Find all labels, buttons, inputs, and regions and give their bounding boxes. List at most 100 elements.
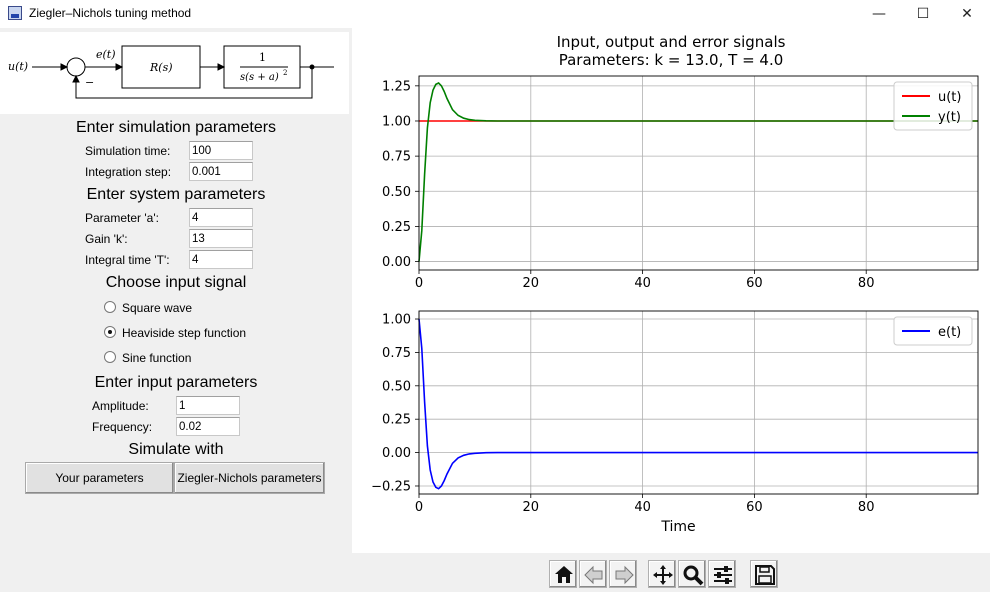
configure-subplots-button[interactable] [708, 560, 736, 588]
plots-canvas[interactable]: 0 20 40 60 80 0.00 0.25 0.50 0.75 1.00 1.25 u(t) y(t… [352, 28, 990, 553]
gain-k-label: Gain 'k': [85, 232, 128, 246]
amplitude-input[interactable] [176, 396, 240, 415]
pan-button[interactable] [648, 560, 676, 588]
amplitude-label: Amplitude: [92, 399, 149, 413]
error-arrowhead [115, 63, 124, 71]
radio-selected-dot [108, 330, 112, 334]
save-icon [755, 565, 775, 585]
x-tick-label: 80 [858, 276, 875, 291]
integral-time-label: Integral time 'T': [85, 253, 170, 267]
legend-box [893, 316, 973, 346]
plot-title-block: Input, output and error signals Paramete… [352, 33, 990, 69]
save-button[interactable] [750, 560, 778, 588]
heaviside-step-label[interactable]: Heaviside step function [122, 326, 247, 340]
home-button[interactable] [549, 560, 577, 588]
input-signal-heading: Choose input signal [105, 274, 247, 291]
integration-step-input[interactable] [189, 162, 253, 181]
back-icon [584, 565, 603, 585]
square-wave-label[interactable]: Square wave [122, 301, 193, 315]
series-line-yt [418, 82, 978, 262]
simulation-heading: Enter simulation parameters [75, 119, 277, 136]
legend-label: e(t) [938, 325, 961, 340]
integration-step-label: Integration step: [85, 165, 172, 179]
window-title: Ziegler–Nichols tuning method [29, 6, 192, 20]
axes-frame [418, 310, 979, 495]
system-heading: Enter system parameters [86, 186, 266, 203]
parameter-a-label: Parameter 'a': [85, 211, 159, 225]
maximize-button[interactable]: ☐ [916, 6, 930, 22]
x-tick-label: 0 [415, 276, 423, 291]
app-icon [8, 6, 22, 20]
x-tick-label: 60 [746, 276, 763, 291]
plant-arrowhead [217, 63, 226, 71]
feedback-sign: − [85, 76, 94, 89]
plant-exponent: 2 [283, 69, 287, 77]
axes-frame [418, 75, 979, 271]
zoom-button[interactable] [678, 560, 706, 588]
y-tick-label: 0.00 [382, 446, 411, 461]
y-tick-label: 0.25 [382, 220, 411, 235]
block-diagram: u(t) e(t) R(s) 1 s(s + a) 2 − [0, 32, 349, 114]
pan-icon [653, 565, 673, 585]
simulation-time-input[interactable] [189, 141, 253, 160]
frequency-label: Frequency: [92, 420, 153, 434]
summing-junction [66, 57, 86, 77]
frequency-input[interactable] [176, 417, 240, 436]
diagram-error-label: e(t) [96, 48, 116, 61]
home-icon [555, 566, 573, 583]
control-panel: u(t) e(t) R(s) 1 s(s + a) 2 − Enter simu… [0, 28, 352, 592]
close-button[interactable]: ✕ [961, 6, 973, 22]
gain-k-input[interactable] [189, 229, 253, 248]
simulate-heading: Simulate with [128, 441, 224, 458]
your-parameters-button[interactable]: Your parameters [25, 462, 174, 494]
feedback-line [75, 67, 313, 99]
x-axis-label: Time [660, 519, 695, 535]
sine-function-label[interactable]: Sine function [122, 351, 192, 365]
y-tick-label: 0.00 [382, 255, 411, 270]
plant-numerator: 1 [259, 51, 266, 64]
plot-toolbar [352, 553, 990, 592]
integral-time-input[interactable] [189, 250, 253, 269]
radio-sine-function[interactable] [104, 351, 116, 363]
radio-heaviside-step[interactable] [104, 326, 116, 338]
simulation-time-label: Simulation time: [85, 144, 171, 158]
zoom-icon [683, 565, 704, 586]
x-tick-label: 60 [746, 500, 763, 515]
y-tick-label: 0.50 [382, 379, 411, 394]
title-bar: Ziegler–Nichols tuning method — ☐ ✕ [0, 0, 990, 28]
plant-denominator: s(s + a) [240, 72, 279, 83]
minimize-button[interactable]: — [872, 6, 886, 22]
y-tick-label: 0.25 [382, 413, 411, 428]
back-button[interactable] [579, 560, 607, 588]
x-tick-label: 40 [634, 500, 651, 515]
forward-icon [615, 565, 634, 585]
x-tick-label: 40 [634, 276, 651, 291]
plot-figure: Input, output and error signals Paramete… [352, 28, 990, 553]
radio-square-wave[interactable] [104, 301, 116, 313]
forward-button[interactable] [609, 560, 637, 588]
input-arrowhead [60, 63, 69, 71]
block-diagram-svg: u(t) e(t) R(s) 1 s(s + a) 2 − [8, 45, 334, 99]
x-tick-label: 80 [858, 500, 875, 515]
y-tick-label: 1.00 [382, 313, 411, 328]
plot-subtitle: Parameters: k = 13.0, T = 4.0 [558, 51, 784, 69]
y-tick-label: 1.25 [382, 79, 411, 94]
y-tick-label: 0.50 [382, 185, 411, 200]
x-tick-label: 20 [523, 276, 540, 291]
diagram-input-label: u(t) [8, 60, 28, 73]
input-params-heading: Enter input parameters [94, 374, 258, 391]
configure-subplots-icon [714, 566, 732, 584]
x-tick-label: 20 [523, 500, 540, 515]
series-line-et [418, 318, 978, 490]
legend-box [893, 81, 973, 131]
legend-label: y(t) [938, 110, 961, 125]
x-tick-label: 0 [415, 500, 423, 515]
parameter-a-input[interactable] [189, 208, 253, 227]
ziegler-nichols-button[interactable]: Ziegler-Nichols parameters [174, 462, 325, 494]
y-tick-label: −0.25 [371, 479, 411, 494]
feedback-arrowhead [72, 74, 80, 83]
legend-label: u(t) [938, 90, 961, 105]
plot-title: Input, output and error signals [556, 33, 786, 51]
diagram-controller-label: R(s) [149, 61, 173, 74]
y-tick-label: 1.00 [382, 114, 411, 129]
